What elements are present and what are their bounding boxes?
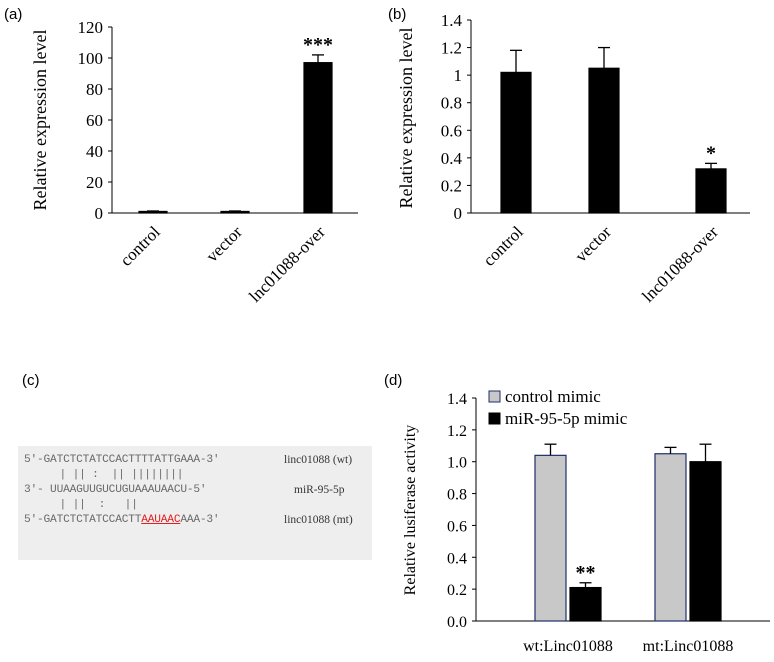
chart3-bar-2 [569, 586, 602, 622]
chart2-bar-significance: * [706, 142, 716, 164]
chart2-y-axis-label: Relative expression level [396, 28, 416, 209]
chart3-legend-label: control mimic [505, 387, 601, 406]
chart2-y-tick-label: 0.4 [441, 149, 463, 168]
chart2-category-label: control [479, 222, 527, 270]
chart1-y-tick-label: 60 [86, 111, 103, 130]
chart3-bar-1 [654, 453, 687, 622]
chart2-y-tick-label: 1 [454, 66, 463, 85]
mirna-label: miR-95-5p [294, 484, 345, 496]
chart2-category-label: vector [571, 222, 615, 266]
chart1-y-tick-label: 40 [86, 142, 103, 161]
chart3-y-tick-label: 0.6 [447, 518, 467, 535]
chart1-y-tick-label: 20 [86, 173, 103, 192]
chart2-y-tick-label: 0.8 [441, 94, 462, 113]
chart2-y-tick-label: 0 [454, 204, 463, 223]
chart3-category-label: mt:Linc01088 [643, 638, 734, 655]
chart3-y-tick-label: 0.2 [447, 582, 467, 599]
chart1-category-label: control [116, 222, 164, 270]
panel-label-a: (a) [4, 6, 23, 23]
chart3-legend-swatch [488, 412, 501, 425]
chart3-bar-2 [689, 461, 722, 622]
chart1-bar [220, 210, 250, 214]
chart1-bar [138, 210, 168, 214]
chart3-y-tick-label: 0.4 [447, 550, 467, 567]
chart1-y-tick-label: 80 [86, 80, 103, 99]
chart1-category-label: lnc01088-over [245, 222, 329, 306]
chart3-y-axis-label: Relative lusiferase activity [402, 425, 419, 596]
mt-seq-prefix: 5'-GATCTCTATCCACTT [24, 514, 142, 526]
chart1-y-tick-label: 100 [78, 49, 104, 68]
panel-label-c: (c) [22, 372, 40, 389]
chart2-y-tick-label: 1.2 [441, 39, 462, 58]
chart1-y-axis-label: Relative expression level [30, 30, 50, 211]
chart1-bar [303, 62, 333, 214]
chart3-y-tick-label: 0.0 [447, 614, 467, 631]
chart3-legend-label: miR-95-5p mimic [505, 409, 628, 428]
mt-sequence: 5'-GATCTCTATCCACTTAAUAACAAA-3' [24, 514, 220, 526]
panel-label-b: (b) [388, 6, 407, 23]
sequence-alignment-box: 5'-GATCTCTATCCACTTTTATTGAAA-3' linc01088… [18, 446, 372, 560]
chart2-bar [695, 168, 727, 214]
chart2-bar [500, 71, 532, 214]
chart3-y-tick-label: 1.2 [447, 423, 467, 440]
panel-label-d: (d) [384, 372, 403, 389]
chart3-bar-2-significance: ** [576, 562, 596, 584]
chart3-bar-1 [534, 454, 567, 622]
chart3-category-label: wt:Linc01088 [523, 638, 613, 655]
chart1-y-tick-label: 0 [95, 204, 104, 223]
pairing-lines-2: | || : || [40, 499, 138, 511]
chart3-y-tick-label: 0.8 [447, 487, 467, 504]
mirna-sequence: 3'- UUAAGUUGUCUGUAAAUAACU-5' [24, 484, 207, 496]
chart2-y-tick-label: 1.4 [441, 11, 463, 30]
chart3-y-tick-label: 1.4 [447, 391, 467, 408]
mt-seq-suffix: AAA-3' [180, 514, 220, 526]
chart3-legend-swatch [488, 390, 501, 403]
chart1-bar-significance: *** [303, 34, 333, 56]
chart1-y-tick-label: 120 [78, 18, 104, 37]
mt-seq-mutation: AAUAAC [141, 514, 181, 526]
mt-label: linc01088 (mt) [284, 514, 353, 526]
wt-label: linc01088 (wt) [284, 454, 353, 466]
chart3-y-tick-label: 1.0 [447, 455, 467, 472]
chart1-category-label: vector [202, 222, 246, 266]
chart2-bar [588, 67, 620, 214]
chart2-y-tick-label: 0.2 [441, 176, 462, 195]
wt-sequence: 5'-GATCTCTATCCACTTTTATTGAAA-3' [24, 454, 220, 466]
chart2-category-label: lnc01088-over [638, 222, 722, 306]
chart2-y-tick-label: 0.6 [441, 121, 462, 140]
pairing-lines-1: | || : || |||||||| [40, 469, 184, 481]
